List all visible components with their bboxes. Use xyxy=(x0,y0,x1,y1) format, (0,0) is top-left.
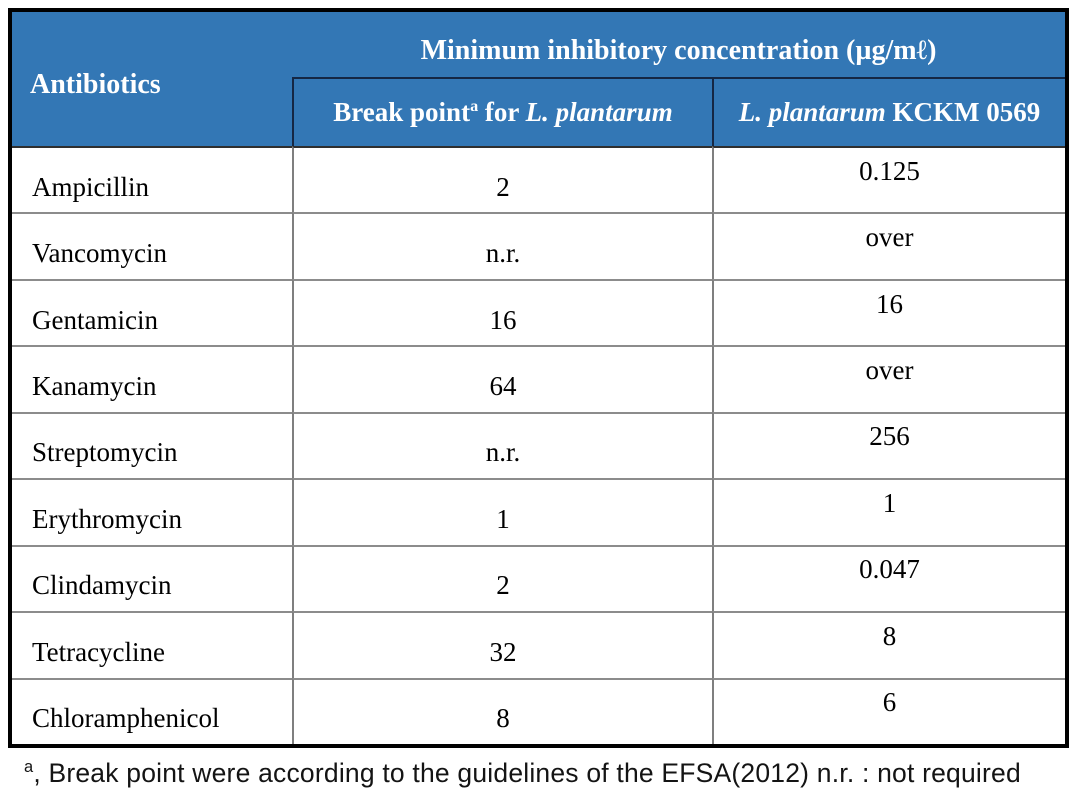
antibiotic-mic-table: Antibiotics Minimum inhibitory concentra… xyxy=(8,8,1069,748)
footnote-marker-a: a xyxy=(470,97,479,115)
mic-value-cell: 0.047 xyxy=(712,544,1065,612)
antibiotic-name-cell: Erythromycin xyxy=(12,478,292,545)
header-mic-group-label: Minimum inhibitory concentration (µg/mℓ) xyxy=(420,34,937,66)
header-break-point-label: Break pointa for L. plantarum xyxy=(333,97,673,127)
mic-value-cell: 256 xyxy=(712,411,1065,479)
break-point-cell: n.r. xyxy=(292,212,712,279)
antibiotic-name-cell: Streptomycin xyxy=(12,411,292,479)
mic-value-cell: 16 xyxy=(712,278,1065,346)
break-point-cell: 8 xyxy=(292,677,712,744)
mic-value-cell: over xyxy=(712,212,1065,279)
break-point-cell: n.r. xyxy=(292,411,712,479)
break-point-cell: 2 xyxy=(292,544,712,612)
footnote-marker-a: a xyxy=(24,758,34,777)
species-name-italic: L. plantarum xyxy=(738,97,886,127)
antibiotic-name-cell: Vancomycin xyxy=(12,212,292,279)
mic-value-cell: 0.125 xyxy=(712,146,1065,213)
header-strain: L. plantarum KCKM 0569 xyxy=(712,77,1065,146)
antibiotic-name-cell: Tetracycline xyxy=(12,611,292,678)
antibiotic-name-cell: Ampicillin xyxy=(12,146,292,213)
break-point-cell: 1 xyxy=(292,478,712,545)
header-mic-group: Minimum inhibitory concentration (µg/mℓ) xyxy=(292,12,1065,77)
antibiotic-name-cell: Gentamicin xyxy=(12,278,292,346)
mic-value-cell: 6 xyxy=(712,677,1065,744)
header-antibiotics: Antibiotics xyxy=(12,12,292,146)
header-strain-label: L. plantarum KCKM 0569 xyxy=(738,97,1041,127)
species-name-italic: L. plantarum xyxy=(525,97,673,127)
antibiotic-name-cell: Chloramphenicol xyxy=(12,677,292,744)
mic-value-cell: over xyxy=(712,345,1065,412)
break-point-cell: 32 xyxy=(292,611,712,678)
break-point-cell: 2 xyxy=(292,146,712,213)
antibiotic-name-cell: Clindamycin xyxy=(12,544,292,612)
header-break-point: Break pointa for L. plantarum xyxy=(292,77,712,146)
footnote-text: , Break point were according to the guid… xyxy=(33,758,1021,788)
table-footnote: a, Break point were according to the gui… xyxy=(24,758,1074,789)
header-antibiotics-label: Antibiotics xyxy=(30,69,161,100)
mic-value-cell: 8 xyxy=(712,611,1065,678)
break-point-cell: 64 xyxy=(292,345,712,412)
antibiotic-name-cell: Kanamycin xyxy=(12,345,292,412)
mic-value-cell: 1 xyxy=(712,478,1065,545)
break-point-cell: 16 xyxy=(292,278,712,346)
